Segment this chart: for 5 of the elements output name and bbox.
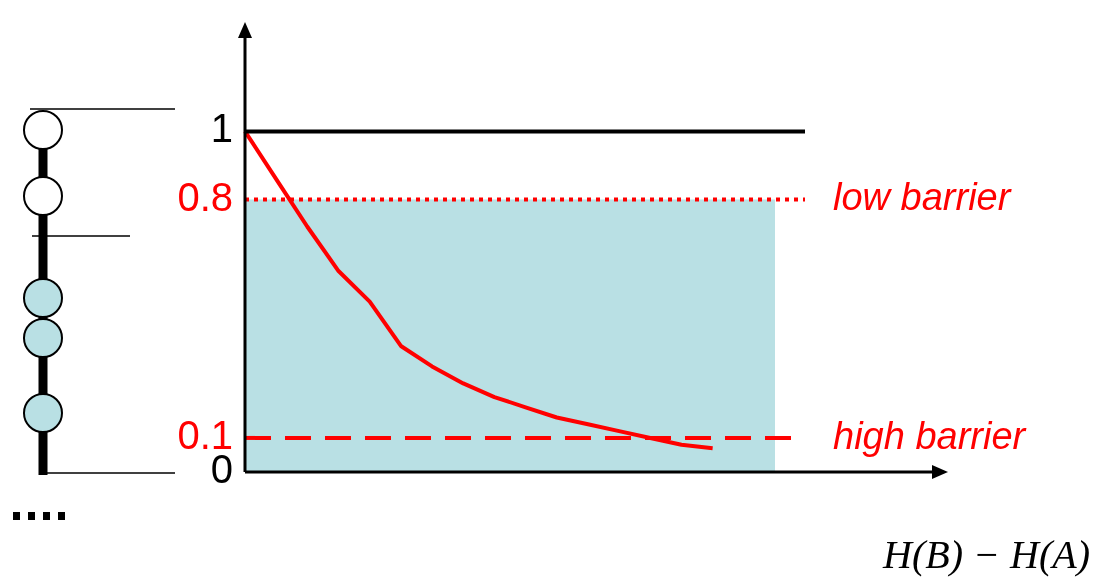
x-axis-title: H(B) − H(A) — [882, 532, 1090, 577]
ref-line-label: high barrier — [833, 414, 1027, 457]
y-tick-label: 1 — [210, 106, 233, 151]
ref-line-label: low barrier — [833, 176, 1012, 219]
y-tick-label: 0.8 — [177, 174, 233, 219]
